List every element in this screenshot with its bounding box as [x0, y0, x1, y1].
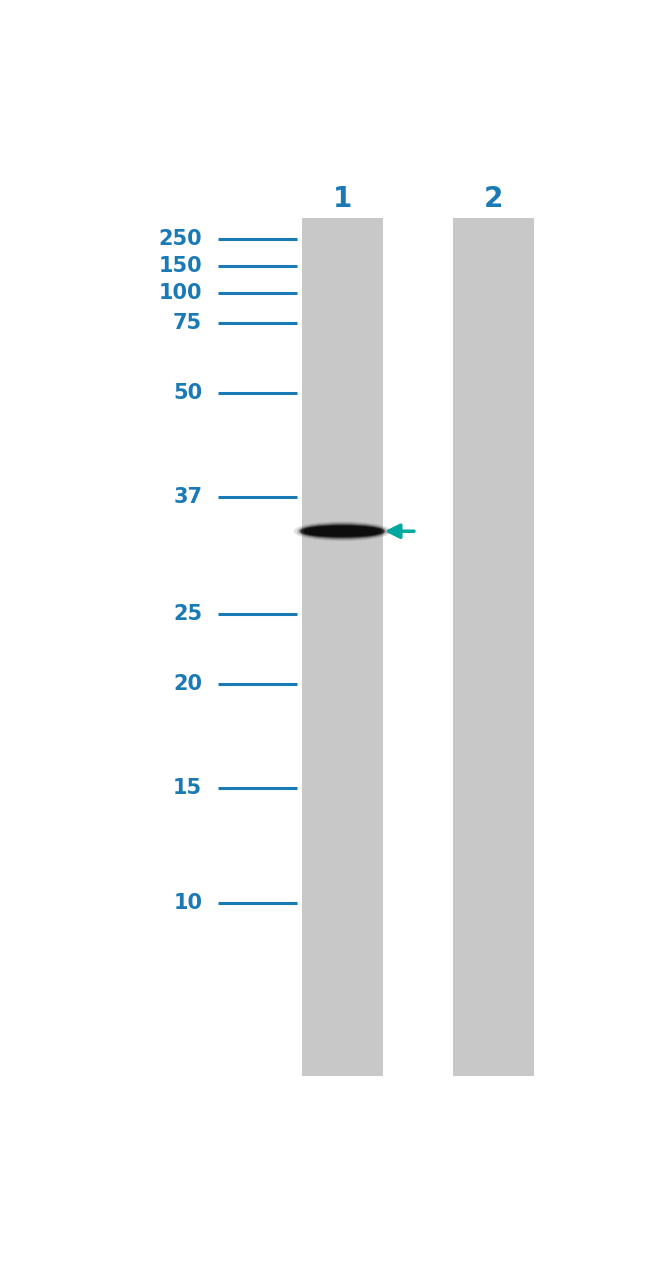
Text: 250: 250 [159, 229, 202, 249]
Text: 25: 25 [173, 605, 202, 625]
Ellipse shape [297, 523, 387, 540]
Ellipse shape [309, 527, 375, 535]
Text: 100: 100 [159, 283, 202, 304]
Text: 150: 150 [159, 257, 202, 277]
Text: 37: 37 [173, 488, 202, 507]
Text: 20: 20 [173, 673, 202, 693]
Text: 2: 2 [484, 184, 503, 212]
Text: 1: 1 [333, 184, 352, 212]
Text: 15: 15 [173, 777, 202, 798]
Text: 50: 50 [173, 384, 202, 404]
Ellipse shape [304, 527, 381, 536]
Ellipse shape [294, 522, 391, 541]
Bar [302, 218, 383, 1077]
Ellipse shape [300, 525, 385, 538]
Ellipse shape [301, 526, 383, 537]
Text: 10: 10 [173, 893, 202, 913]
Bar [453, 218, 534, 1077]
Text: 75: 75 [173, 314, 202, 333]
